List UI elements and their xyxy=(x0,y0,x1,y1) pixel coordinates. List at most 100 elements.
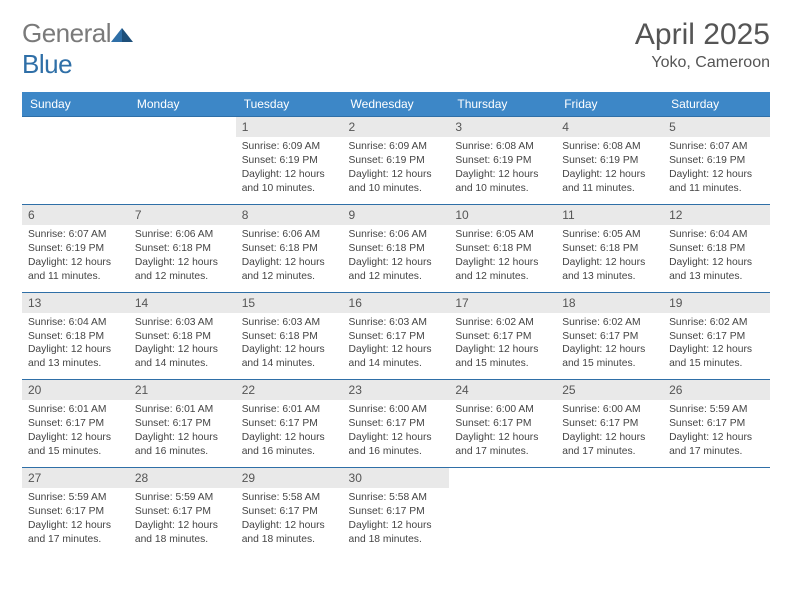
calendar-cell: 13Sunrise: 6:04 AMSunset: 6:18 PMDayligh… xyxy=(22,292,129,380)
day-number: 18 xyxy=(556,293,663,313)
day-body: Sunrise: 6:02 AMSunset: 6:17 PMDaylight:… xyxy=(449,313,556,380)
day-body: Sunrise: 6:06 AMSunset: 6:18 PMDaylight:… xyxy=(236,225,343,292)
calendar-cell: 17Sunrise: 6:02 AMSunset: 6:17 PMDayligh… xyxy=(449,292,556,380)
location: Yoko, Cameroon xyxy=(635,54,770,72)
weekday-header: Thursday xyxy=(449,92,556,117)
day-body: Sunrise: 6:05 AMSunset: 6:18 PMDaylight:… xyxy=(556,225,663,292)
calendar-cell: 10Sunrise: 6:05 AMSunset: 6:18 PMDayligh… xyxy=(449,204,556,292)
calendar-cell: 15Sunrise: 6:03 AMSunset: 6:18 PMDayligh… xyxy=(236,292,343,380)
day-number: 1 xyxy=(236,117,343,137)
calendar-body: 1Sunrise: 6:09 AMSunset: 6:19 PMDaylight… xyxy=(22,117,770,555)
day-number: 10 xyxy=(449,205,556,225)
day-number: 16 xyxy=(343,293,450,313)
weekday-header: Friday xyxy=(556,92,663,117)
calendar-cell: 24Sunrise: 6:00 AMSunset: 6:17 PMDayligh… xyxy=(449,380,556,468)
weekday-header: Sunday xyxy=(22,92,129,117)
day-body: Sunrise: 6:03 AMSunset: 6:17 PMDaylight:… xyxy=(343,313,450,380)
day-number: 15 xyxy=(236,293,343,313)
title-block: April 2025 Yoko, Cameroon xyxy=(635,18,770,72)
logo-text: GeneralBlue xyxy=(22,18,133,80)
logo-word-general: General xyxy=(22,18,111,48)
weekday-header: Tuesday xyxy=(236,92,343,117)
weekday-header: Monday xyxy=(129,92,236,117)
calendar-cell xyxy=(556,468,663,555)
day-number: 9 xyxy=(343,205,450,225)
calendar-cell: 14Sunrise: 6:03 AMSunset: 6:18 PMDayligh… xyxy=(129,292,236,380)
day-body: Sunrise: 6:00 AMSunset: 6:17 PMDaylight:… xyxy=(343,400,450,467)
day-body: Sunrise: 5:59 AMSunset: 6:17 PMDaylight:… xyxy=(22,488,129,555)
day-body: Sunrise: 6:04 AMSunset: 6:18 PMDaylight:… xyxy=(663,225,770,292)
day-number: 14 xyxy=(129,293,236,313)
day-body: Sunrise: 6:09 AMSunset: 6:19 PMDaylight:… xyxy=(236,137,343,204)
logo: GeneralBlue xyxy=(22,18,133,80)
calendar-row: 6Sunrise: 6:07 AMSunset: 6:19 PMDaylight… xyxy=(22,204,770,292)
day-number: 7 xyxy=(129,205,236,225)
calendar-cell: 4Sunrise: 6:08 AMSunset: 6:19 PMDaylight… xyxy=(556,117,663,205)
day-body: Sunrise: 6:00 AMSunset: 6:17 PMDaylight:… xyxy=(556,400,663,467)
calendar-table: SundayMondayTuesdayWednesdayThursdayFrid… xyxy=(22,92,770,555)
day-number: 26 xyxy=(663,380,770,400)
calendar-cell: 23Sunrise: 6:00 AMSunset: 6:17 PMDayligh… xyxy=(343,380,450,468)
day-body: Sunrise: 6:01 AMSunset: 6:17 PMDaylight:… xyxy=(22,400,129,467)
day-number: 30 xyxy=(343,468,450,488)
day-body: Sunrise: 5:59 AMSunset: 6:17 PMDaylight:… xyxy=(129,488,236,555)
calendar-cell: 16Sunrise: 6:03 AMSunset: 6:17 PMDayligh… xyxy=(343,292,450,380)
day-body: Sunrise: 6:09 AMSunset: 6:19 PMDaylight:… xyxy=(343,137,450,204)
day-body: Sunrise: 6:08 AMSunset: 6:19 PMDaylight:… xyxy=(449,137,556,204)
calendar-row: 13Sunrise: 6:04 AMSunset: 6:18 PMDayligh… xyxy=(22,292,770,380)
calendar-cell: 3Sunrise: 6:08 AMSunset: 6:19 PMDaylight… xyxy=(449,117,556,205)
calendar-row: 1Sunrise: 6:09 AMSunset: 6:19 PMDaylight… xyxy=(22,117,770,205)
day-body: Sunrise: 5:58 AMSunset: 6:17 PMDaylight:… xyxy=(343,488,450,555)
day-body: Sunrise: 6:01 AMSunset: 6:17 PMDaylight:… xyxy=(129,400,236,467)
day-number: 8 xyxy=(236,205,343,225)
calendar-cell: 22Sunrise: 6:01 AMSunset: 6:17 PMDayligh… xyxy=(236,380,343,468)
calendar-cell: 21Sunrise: 6:01 AMSunset: 6:17 PMDayligh… xyxy=(129,380,236,468)
day-body: Sunrise: 6:07 AMSunset: 6:19 PMDaylight:… xyxy=(663,137,770,204)
month-title: April 2025 xyxy=(635,18,770,52)
day-body: Sunrise: 6:06 AMSunset: 6:18 PMDaylight:… xyxy=(129,225,236,292)
day-body: Sunrise: 5:59 AMSunset: 6:17 PMDaylight:… xyxy=(663,400,770,467)
calendar-cell: 26Sunrise: 5:59 AMSunset: 6:17 PMDayligh… xyxy=(663,380,770,468)
day-body: Sunrise: 6:01 AMSunset: 6:17 PMDaylight:… xyxy=(236,400,343,467)
calendar-cell xyxy=(129,117,236,205)
day-body: Sunrise: 6:03 AMSunset: 6:18 PMDaylight:… xyxy=(129,313,236,380)
day-number: 23 xyxy=(343,380,450,400)
day-number: 17 xyxy=(449,293,556,313)
day-body: Sunrise: 6:05 AMSunset: 6:18 PMDaylight:… xyxy=(449,225,556,292)
calendar-cell: 6Sunrise: 6:07 AMSunset: 6:19 PMDaylight… xyxy=(22,204,129,292)
calendar-cell: 20Sunrise: 6:01 AMSunset: 6:17 PMDayligh… xyxy=(22,380,129,468)
day-number: 21 xyxy=(129,380,236,400)
day-body: Sunrise: 6:00 AMSunset: 6:17 PMDaylight:… xyxy=(449,400,556,467)
calendar-cell: 9Sunrise: 6:06 AMSunset: 6:18 PMDaylight… xyxy=(343,204,450,292)
day-number: 2 xyxy=(343,117,450,137)
logo-word-blue: Blue xyxy=(22,49,72,79)
calendar-row: 20Sunrise: 6:01 AMSunset: 6:17 PMDayligh… xyxy=(22,380,770,468)
day-number: 27 xyxy=(22,468,129,488)
calendar-cell: 28Sunrise: 5:59 AMSunset: 6:17 PMDayligh… xyxy=(129,468,236,555)
calendar-cell: 12Sunrise: 6:04 AMSunset: 6:18 PMDayligh… xyxy=(663,204,770,292)
calendar-cell: 29Sunrise: 5:58 AMSunset: 6:17 PMDayligh… xyxy=(236,468,343,555)
calendar-cell xyxy=(22,117,129,205)
day-number: 3 xyxy=(449,117,556,137)
day-body: Sunrise: 6:07 AMSunset: 6:19 PMDaylight:… xyxy=(22,225,129,292)
day-body: Sunrise: 6:04 AMSunset: 6:18 PMDaylight:… xyxy=(22,313,129,380)
day-number: 6 xyxy=(22,205,129,225)
calendar-cell xyxy=(663,468,770,555)
day-body: Sunrise: 6:06 AMSunset: 6:18 PMDaylight:… xyxy=(343,225,450,292)
header: GeneralBlue April 2025 Yoko, Cameroon xyxy=(22,18,770,80)
day-number: 28 xyxy=(129,468,236,488)
calendar-cell: 7Sunrise: 6:06 AMSunset: 6:18 PMDaylight… xyxy=(129,204,236,292)
day-number: 24 xyxy=(449,380,556,400)
calendar-row: 27Sunrise: 5:59 AMSunset: 6:17 PMDayligh… xyxy=(22,468,770,555)
day-body: Sunrise: 5:58 AMSunset: 6:17 PMDaylight:… xyxy=(236,488,343,555)
day-body: Sunrise: 6:08 AMSunset: 6:19 PMDaylight:… xyxy=(556,137,663,204)
day-number: 12 xyxy=(663,205,770,225)
calendar-cell: 8Sunrise: 6:06 AMSunset: 6:18 PMDaylight… xyxy=(236,204,343,292)
calendar-cell: 25Sunrise: 6:00 AMSunset: 6:17 PMDayligh… xyxy=(556,380,663,468)
day-number: 25 xyxy=(556,380,663,400)
weekday-header: Wednesday xyxy=(343,92,450,117)
day-number: 19 xyxy=(663,293,770,313)
calendar-cell: 27Sunrise: 5:59 AMSunset: 6:17 PMDayligh… xyxy=(22,468,129,555)
triangle-icon xyxy=(111,26,133,42)
calendar-cell: 18Sunrise: 6:02 AMSunset: 6:17 PMDayligh… xyxy=(556,292,663,380)
